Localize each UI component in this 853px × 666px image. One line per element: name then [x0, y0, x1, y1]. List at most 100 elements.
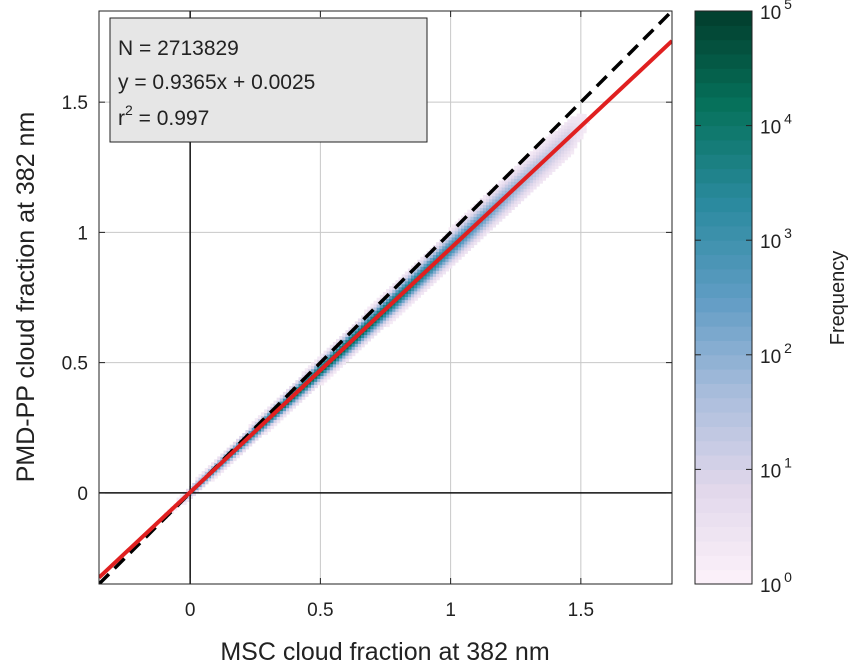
density-cell-815 — [457, 234, 462, 238]
density-cell-912 — [482, 232, 487, 237]
density-cell-1236 — [561, 156, 565, 161]
density-cell-334 — [326, 369, 331, 374]
density-cell-1293 — [576, 138, 581, 143]
density-cell-431 — [354, 321, 359, 326]
density-cell-701 — [429, 269, 434, 274]
density-cell-432 — [357, 346, 362, 351]
colorbar-tick-label-3: 10 3 — [760, 225, 792, 253]
density-cell-415 — [351, 343, 356, 347]
density-cell-737 — [439, 261, 443, 265]
density-cell-1003 — [504, 212, 509, 216]
density-cell-283 — [307, 368, 312, 373]
density-cell-729 — [436, 251, 440, 256]
density-cell-847 — [467, 247, 472, 251]
density-cell-1200 — [551, 161, 556, 166]
density-cell-365 — [336, 357, 340, 362]
density-cell-1076 — [520, 172, 525, 177]
density-cell-838 — [464, 237, 468, 242]
density-cell-438 — [357, 327, 362, 332]
density-cell-323 — [323, 375, 328, 380]
density-cell-507 — [379, 326, 384, 330]
density-cell-1067 — [517, 162, 522, 167]
density-cell-1033 — [511, 193, 515, 198]
density-cell-1132 — [532, 148, 537, 153]
density-cell-947 — [489, 198, 493, 203]
density-cell-458 — [364, 321, 368, 326]
density-cell-597 — [401, 283, 406, 288]
density-cell-461 — [364, 312, 368, 317]
density-cell-1108 — [529, 185, 534, 190]
density-cell-1215 — [554, 152, 559, 157]
density-cell-296 — [314, 378, 318, 382]
density-cell-1111 — [529, 176, 534, 180]
density-cell-364 — [336, 360, 340, 365]
density-cell-1083 — [523, 188, 528, 193]
density-cell-103 — [236, 454, 240, 459]
density-cell-1131 — [532, 151, 537, 156]
density-cell-1012 — [504, 184, 509, 188]
density-cell-355 — [332, 360, 337, 365]
density-cell-372 — [339, 364, 343, 368]
density-cell-757 — [445, 267, 450, 272]
density-cell-837 — [464, 240, 468, 245]
density-cell-348 — [329, 354, 334, 358]
density-cell-110 — [239, 448, 243, 453]
density-cell-1094 — [526, 191, 531, 196]
density-cell-920 — [482, 207, 487, 212]
density-cell-459 — [364, 318, 368, 323]
colorbar-band-2 — [695, 541, 752, 556]
density-cell-1289 — [573, 125, 578, 130]
density-cell-1302 — [579, 135, 584, 140]
density-cell-537 — [386, 298, 390, 303]
density-cell-268 — [304, 390, 309, 394]
density-cell-401 — [345, 330, 350, 334]
density-cell-10 — [176, 497, 181, 502]
density-cell-1005 — [504, 205, 509, 210]
density-cell-1290 — [573, 122, 578, 127]
density-cell-784 — [451, 255, 456, 260]
density-cell-1268 — [567, 125, 572, 130]
density-cell-1275 — [570, 138, 575, 142]
density-cell-735 — [439, 267, 443, 272]
density-cell-1269 — [567, 122, 572, 127]
density-cell-741 — [439, 248, 443, 253]
density-cell-520 — [382, 316, 387, 321]
density-cell-78 — [220, 453, 225, 458]
density-cell-1162 — [542, 167, 547, 172]
density-cell-588 — [398, 277, 403, 281]
colorbar-band-16 — [695, 340, 752, 356]
density-cell-1196 — [548, 136, 553, 141]
density-cell-35 — [198, 486, 203, 491]
density-cell-1300 — [576, 116, 581, 121]
density-cell-21 — [185, 488, 190, 493]
density-cell-14 — [182, 501, 187, 505]
density-cell-816 — [457, 231, 462, 235]
density-cell-1307 — [579, 120, 584, 124]
density-cell-194 — [276, 419, 281, 424]
density-cell-908 — [479, 207, 484, 212]
density-cell-997 — [501, 193, 506, 197]
density-cell-767 — [445, 236, 450, 241]
density-cell-212 — [282, 407, 287, 412]
density-cell-671 — [420, 259, 425, 264]
density-cell-277 — [307, 387, 312, 391]
density-cell-409 — [348, 333, 353, 338]
colorbar-band-19 — [695, 297, 752, 313]
density-cell-1153 — [539, 158, 543, 162]
density-cell-1105 — [526, 157, 531, 161]
density-cell-657 — [417, 269, 422, 273]
density-cell-485 — [373, 331, 378, 336]
density-cell-868 — [470, 219, 475, 224]
density-cell-303 — [317, 381, 321, 386]
density-cell-196 — [276, 413, 281, 418]
density-cell-403 — [348, 352, 353, 356]
colorbar-band-12 — [695, 397, 752, 413]
density-cell-1143 — [536, 151, 540, 156]
density-cell-208 — [279, 397, 284, 402]
density-cell-854 — [467, 225, 472, 230]
density-cell-829 — [461, 228, 465, 232]
density-cell-688 — [426, 275, 431, 280]
density-cell-652 — [417, 284, 422, 289]
density-cell-638 — [414, 293, 418, 298]
